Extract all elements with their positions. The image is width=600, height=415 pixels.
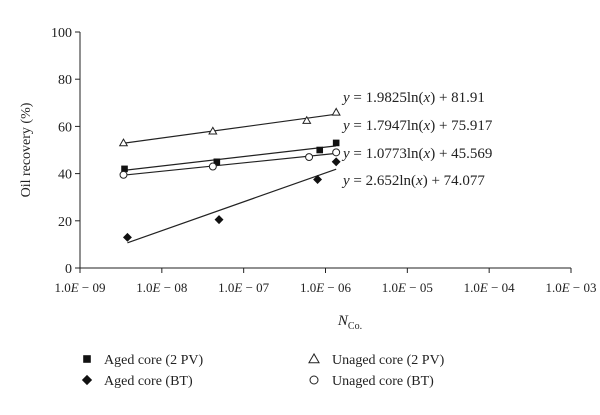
data-point [305,153,314,162]
x-tick-label: 1.0E − 08 [136,280,187,295]
data-point [213,158,221,166]
x-axis-label: NCo. [337,313,362,332]
y-tick-label: 20 [58,215,72,230]
legend-marker [81,374,93,386]
trend-equation: y = 1.7947ln(x) + 75.917 [341,118,493,134]
legend: Aged core (2 PV) Unaged core (2 PV) Aged c… [81,352,445,389]
legend-label: Unaged core (BT) [332,374,434,389]
x-tick-label: 1.0E − 03 [545,280,596,295]
x-axis-label-main: N [337,313,349,329]
trendlines [123,113,337,244]
x-tick-label: 1.0E − 05 [382,280,433,295]
axes: 0 20 40 60 80 100 1.0E − 09 1.0E − 08 1.0E − 07 1… [51,26,597,295]
data-point [332,148,341,157]
legend-marker [308,352,320,364]
y-tick-label: 40 [58,168,72,183]
data-point [316,146,324,154]
data-point [118,138,129,147]
trendline [123,113,337,144]
y-tick-label: 80 [58,73,72,88]
legend-marker [309,375,319,385]
data-point [214,215,224,225]
trend-equation: y = 2.652ln(x) + 74.077 [341,173,485,189]
y-tick-label: 60 [58,120,72,135]
data-point [122,232,132,242]
trendline [124,145,337,171]
data-point [331,107,341,116]
trendline [127,168,337,244]
data-point [119,170,128,179]
data-point [331,157,341,167]
data-point [208,162,217,171]
y-tick-label: 0 [65,262,72,277]
trend-equation: y = 1.9825ln(x) + 81.91 [341,90,485,106]
data-points [118,107,341,242]
x-tick-label: 1.0E − 06 [300,280,352,295]
data-point [121,165,128,173]
axis-labels: Oil recovery (%) NCo. [19,102,362,332]
x-axis-label-subscript: Co. [348,321,362,332]
legend-label: Aged core (2 PV) [104,353,203,368]
x-tick-label: 1.0E − 04 [464,280,516,295]
y-tick-label: 100 [51,26,72,41]
data-point [332,139,340,147]
trend-equations: y = 1.9825ln(x) + 81.91 y = 1.7947ln(x) +… [341,90,493,189]
data-point [208,126,218,135]
data-point [302,115,312,124]
y-axis-label: Oil recovery (%) [19,102,34,197]
legend-marker [83,355,91,363]
x-tick-label: 1.0E − 09 [54,280,105,295]
trendline [123,152,337,176]
legend-label: Unaged core (2 PV) [332,353,445,368]
data-point [313,175,323,184]
legend-label: Aged core (BT) [104,374,193,389]
trend-equation: y = 1.0773ln(x) + 45.569 [341,146,492,162]
x-tick-label: 1.0E − 07 [218,280,270,295]
